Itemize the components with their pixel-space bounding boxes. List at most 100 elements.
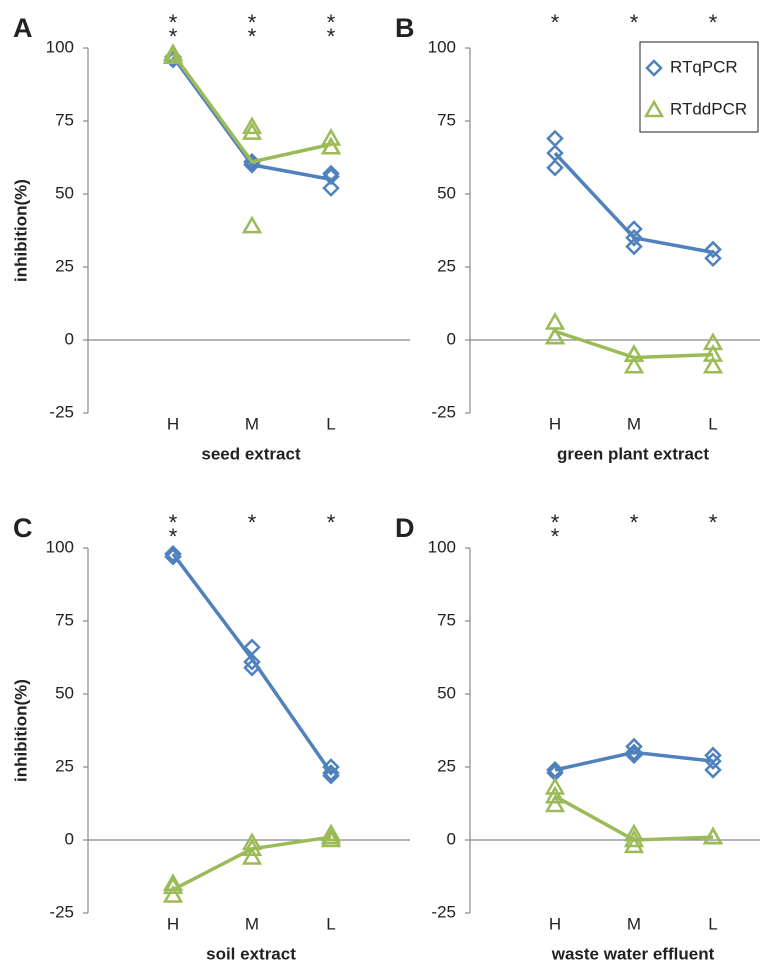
significance-mark: * — [630, 10, 639, 35]
replicate-marker — [702, 826, 724, 845]
replicate-marker — [625, 220, 643, 238]
y-tick-label: 100 — [428, 537, 456, 556]
replicate-marker — [704, 240, 722, 259]
panel-letter: A — [13, 13, 33, 43]
replicate-marker — [546, 158, 564, 177]
replicate-marker — [162, 43, 184, 62]
significance-mark: * — [327, 24, 336, 49]
x-axis-label: soil extract — [206, 944, 296, 962]
significance-mark: * — [248, 24, 257, 49]
significance-mark: * — [709, 510, 718, 535]
panel-letter: D — [395, 513, 415, 543]
y-tick-label: 25 — [437, 256, 456, 275]
significance-mark: * — [169, 524, 178, 549]
y-tick-label: 100 — [428, 37, 456, 56]
y-tick-label: 0 — [447, 329, 456, 348]
replicate-marker — [702, 344, 724, 362]
x-tick-label: M — [245, 414, 259, 433]
y-tick-label: 25 — [437, 756, 456, 775]
replicate-marker — [704, 752, 722, 770]
significance-mark: * — [248, 510, 257, 535]
mean-line — [171, 52, 332, 164]
replicate-marker — [320, 128, 342, 146]
x-tick-label: L — [708, 414, 717, 433]
significance-mark: * — [551, 510, 560, 535]
replicate-marker — [241, 116, 263, 135]
y-axis-label: inhibition(%) — [11, 679, 30, 782]
significance-mark: * — [169, 10, 178, 35]
x-tick-label: L — [326, 914, 335, 933]
replicate-marker — [546, 129, 564, 148]
replicate-marker — [162, 876, 184, 894]
y-tick-label: 0 — [447, 829, 456, 848]
replicate-marker — [544, 794, 566, 813]
y-tick-label: 25 — [55, 256, 74, 275]
replicate-marker — [241, 847, 263, 865]
replicate-marker — [241, 215, 263, 234]
replicate-marker — [241, 838, 263, 857]
y-tick-label: 75 — [55, 110, 74, 129]
y-tick-label: 50 — [437, 683, 456, 702]
y-tick-label: 75 — [437, 610, 456, 629]
replicate-marker — [320, 823, 342, 842]
replicate-marker — [625, 237, 643, 256]
y-tick-label: 50 — [55, 183, 74, 202]
legend-marker — [645, 59, 663, 77]
replicate-marker — [623, 355, 645, 374]
replicate-marker — [162, 46, 184, 65]
replicate-marker — [623, 829, 645, 848]
significance-mark: * — [551, 10, 560, 35]
significance-mark: * — [169, 510, 178, 535]
x-tick-label: M — [245, 914, 259, 933]
y-tick-label: -25 — [431, 902, 456, 921]
replicate-marker — [623, 344, 645, 362]
x-tick-label: L — [708, 914, 717, 933]
replicate-marker — [702, 355, 724, 374]
replicate-marker — [162, 884, 184, 903]
significance-mark: * — [327, 10, 336, 35]
replicate-marker — [546, 761, 564, 779]
legend-label: RTddPCR — [670, 99, 747, 118]
replicate-marker — [704, 249, 722, 268]
y-tick-label: -25 — [431, 402, 456, 421]
replicate-marker — [164, 545, 182, 563]
replicate-marker — [625, 743, 643, 762]
x-tick-label: H — [167, 414, 179, 433]
replicate-marker — [320, 829, 342, 848]
replicate-marker — [241, 122, 263, 140]
replicate-marker — [704, 761, 722, 779]
replicate-marker — [320, 826, 342, 845]
y-tick-label: -25 — [49, 402, 74, 421]
mean-line — [171, 552, 333, 774]
y-axis-label: inhibition(%) — [11, 179, 30, 282]
panel-letter: B — [395, 13, 415, 43]
y-tick-label: -25 — [49, 902, 74, 921]
x-tick-label: H — [167, 914, 179, 933]
x-tick-label: M — [627, 914, 641, 933]
x-axis-label: waste water effluent — [551, 944, 715, 962]
replicate-marker — [544, 326, 566, 345]
y-tick-label: 50 — [437, 183, 456, 202]
significance-mark: * — [551, 524, 560, 549]
y-tick-label: 0 — [65, 329, 74, 348]
x-tick-label: H — [549, 414, 561, 433]
replicate-marker — [322, 758, 340, 776]
y-tick-label: 100 — [46, 537, 74, 556]
significance-mark: * — [630, 510, 639, 535]
replicate-marker — [322, 179, 340, 197]
y-tick-label: 100 — [46, 37, 74, 56]
y-tick-label: 50 — [55, 683, 74, 702]
x-axis-label: green plant extract — [557, 444, 709, 463]
replicate-marker — [544, 785, 566, 804]
replicate-marker — [320, 136, 342, 155]
y-tick-label: 75 — [55, 610, 74, 629]
legend-label: RTqPCR — [670, 57, 738, 76]
panel-letter: C — [13, 513, 33, 543]
significance-mark: * — [169, 24, 178, 49]
y-tick-label: 25 — [55, 756, 74, 775]
replicate-marker — [243, 653, 261, 671]
x-tick-label: H — [549, 914, 561, 933]
x-tick-label: M — [627, 414, 641, 433]
replicate-marker — [625, 229, 643, 247]
